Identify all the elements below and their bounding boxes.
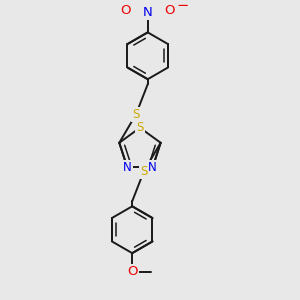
Text: −: − — [176, 0, 188, 13]
Text: N: N — [148, 160, 157, 174]
Text: S: S — [136, 121, 144, 134]
Text: O: O — [121, 4, 131, 17]
Text: S: S — [140, 165, 148, 178]
Text: N: N — [123, 160, 132, 174]
Text: S: S — [132, 108, 140, 121]
Text: O: O — [127, 265, 137, 278]
Text: O: O — [164, 4, 175, 17]
Text: N: N — [143, 6, 153, 19]
